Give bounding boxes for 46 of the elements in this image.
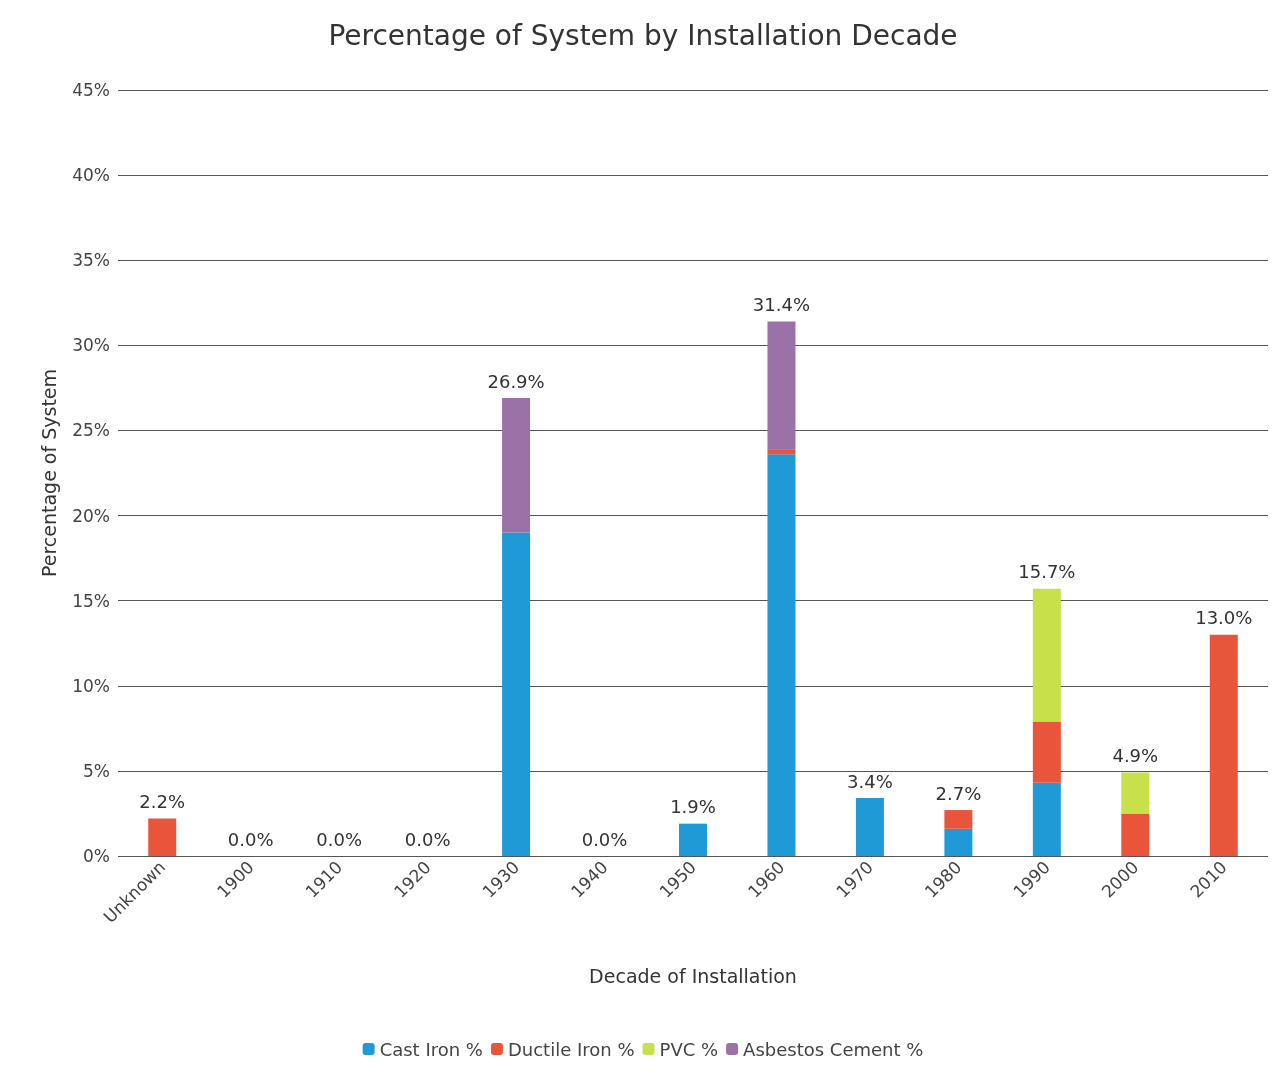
total-label: 0.0% [404,828,451,850]
bar [679,823,707,856]
y-tick-label: 10% [72,675,110,696]
total-label: 2.2% [139,791,186,813]
y-tick-label: 0% [83,846,110,866]
total-label: 0.0% [227,828,274,850]
total-label: 0.0% [316,828,363,850]
bar [1032,588,1061,722]
bar [1032,721,1061,783]
legend-label: PVC % [659,1038,719,1060]
y-tick-label: 45% [72,80,110,100]
total-label: 0.0% [581,828,628,850]
total-label: 4.9% [1112,745,1159,767]
bar [767,449,796,455]
legend-label: Cast Iron % [379,1038,483,1060]
total-label: 13.0% [1195,607,1253,629]
legend-label: Ductile Iron % [507,1038,635,1060]
bar [767,321,796,450]
bar [1121,813,1150,856]
y-axis-title: Percentage of System [37,368,60,578]
bar [944,828,973,856]
bar [1209,634,1238,856]
bar [1121,772,1150,814]
chart-title: Percentage of System by Installation Decade [328,18,958,52]
y-tick-label: 5% [83,760,110,781]
legend-label: Asbestos Cement % [743,1038,924,1060]
bar [502,398,531,533]
y-tick-label: 20% [72,505,110,526]
total-label: 1.9% [670,796,716,818]
bar [855,798,884,856]
bar [502,532,531,856]
total-label: 2.7% [935,782,982,804]
bar [1032,782,1061,856]
x-axis-title: Decade of Installation [589,964,797,987]
y-tick-label: 15% [72,590,110,611]
y-tick-label: 25% [72,420,110,441]
y-tick-label: 30% [72,335,110,356]
bar [767,454,796,856]
total-label: 31.4% [752,294,811,315]
y-tick-label: 35% [72,250,110,271]
bar [148,818,177,856]
total-label: 3.4% [847,770,893,792]
total-label: 26.9% [487,370,545,392]
y-tick-label: 40% [72,165,110,186]
bar [944,810,973,829]
total-label: 15.7% [1018,561,1076,583]
